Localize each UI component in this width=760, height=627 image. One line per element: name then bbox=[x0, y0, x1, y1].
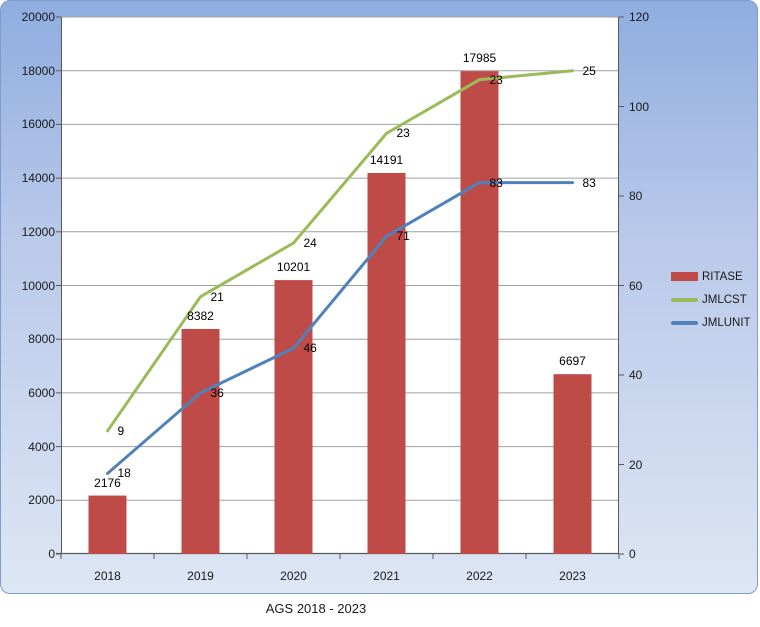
left-axis-tick-label: 2000 bbox=[28, 493, 55, 508]
left-axis-tick-label: 8000 bbox=[28, 332, 55, 347]
line-value-label: 24 bbox=[303, 235, 317, 250]
x-axis-category-label: 2021 bbox=[373, 569, 400, 583]
left-axis-tick-label: 16000 bbox=[21, 117, 55, 132]
left-axis-tick-label: 20000 bbox=[21, 10, 55, 24]
bar-ritase-2022 bbox=[460, 71, 499, 554]
x-axis-category-label: 2018 bbox=[94, 569, 121, 583]
x-axis-category-label: 2019 bbox=[187, 569, 214, 583]
plot-area bbox=[56, 16, 624, 559]
line-value-label: 23 bbox=[396, 126, 410, 141]
right-axis-tick-label: 40 bbox=[629, 368, 643, 382]
legend-line-swatch bbox=[671, 320, 698, 325]
legend-bar-swatch bbox=[671, 272, 698, 281]
line-value-label: 46 bbox=[303, 341, 317, 356]
line-value-label: 36 bbox=[210, 385, 224, 400]
chart-title: AGS 2018 - 2023 bbox=[265, 601, 367, 616]
line-jmlunit bbox=[106, 181, 574, 475]
legend-item-jmlcst: JMLCST bbox=[671, 288, 751, 311]
left-axis-tick-label: 4000 bbox=[28, 439, 55, 454]
line-value-label: 21 bbox=[210, 289, 224, 304]
bar-value-label: 10201 bbox=[276, 260, 311, 275]
right-axis-tick-label: 60 bbox=[629, 278, 643, 293]
left-axis-tick-label: 6000 bbox=[28, 385, 55, 400]
bar-value-label: 2176 bbox=[94, 475, 121, 490]
bar-ritase-2023 bbox=[553, 374, 592, 554]
line-value-label: 25 bbox=[582, 63, 596, 78]
line-value-label: 18 bbox=[117, 466, 131, 481]
legend: RITASE JMLCST JMLUNIT bbox=[671, 265, 751, 334]
bar-ritase-2020 bbox=[274, 280, 313, 554]
bar-value-label: 14191 bbox=[369, 152, 404, 167]
line-value-label: 83 bbox=[582, 175, 596, 190]
right-axis-tick-label: 120 bbox=[629, 10, 650, 24]
x-axis-category-label: 2022 bbox=[466, 569, 493, 583]
right-axis-tick-label: 100 bbox=[629, 99, 650, 114]
legend-item-jmlunit: JMLUNIT bbox=[671, 311, 751, 334]
right-axis-tick-label: 0 bbox=[629, 547, 636, 561]
left-axis-tick-label: 0 bbox=[48, 547, 55, 561]
bar-ritase-2019 bbox=[181, 328, 220, 554]
left-axis-tick-label: 18000 bbox=[21, 63, 55, 78]
bar-ritase-2018 bbox=[88, 495, 127, 554]
line-value-label: 23 bbox=[489, 72, 503, 87]
x-axis-category-label: 2020 bbox=[280, 569, 307, 583]
line-jmlcst bbox=[106, 69, 574, 433]
legend-label: JMLUNIT bbox=[702, 316, 751, 329]
line-value-label: 71 bbox=[396, 229, 410, 244]
bar-value-label: 6697 bbox=[559, 354, 586, 369]
legend-label: RITASE bbox=[702, 270, 743, 283]
bar-value-label: 17985 bbox=[462, 51, 497, 66]
x-axis-category-label: 2023 bbox=[559, 569, 586, 583]
left-axis-tick-label: 10000 bbox=[21, 278, 55, 293]
chart-frame: 0 2000 4000 6000 8000 10000 12000 14000 16000 180… bbox=[0, 0, 758, 594]
legend-line-swatch bbox=[671, 297, 698, 302]
left-axis-tick-label: 12000 bbox=[21, 224, 55, 239]
bar-value-label: 8382 bbox=[187, 308, 214, 323]
left-axis-tick-label: 14000 bbox=[21, 171, 55, 186]
line-value-label: 9 bbox=[117, 423, 125, 438]
right-axis-tick-label: 20 bbox=[629, 457, 643, 472]
legend-label: JMLCST bbox=[702, 293, 747, 306]
plot-canvas bbox=[56, 16, 624, 559]
line-value-label: 83 bbox=[489, 175, 503, 190]
right-axis-tick-label: 80 bbox=[629, 189, 643, 203]
legend-item-ritase: RITASE bbox=[671, 265, 751, 288]
